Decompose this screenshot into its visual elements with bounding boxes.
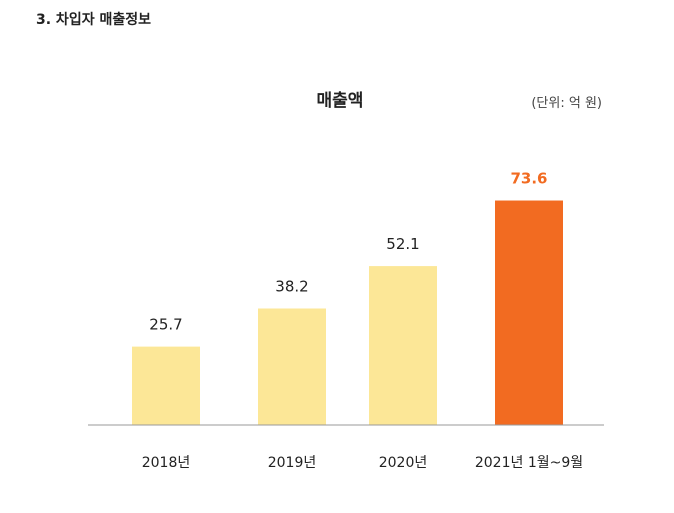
x-tick-label-3: 2021년 1월~9월 [475,455,583,471]
x-tick-label-1: 2019년 [268,455,317,471]
x-tick-label-2: 2020년 [379,455,428,471]
bars-group [132,200,563,425]
bar-0 [132,346,200,425]
section-heading: 3. 차입자 매출정보 [36,12,151,28]
x-tick-labels-group: 2018년 2019년 2020년 2021년 1월~9월 [142,455,583,471]
bar-2 [369,266,437,425]
value-label-2: 52.1 [386,235,419,253]
bar-3 [495,200,563,425]
unit-note: (단위: 억 원) [531,96,602,111]
value-label-1: 38.2 [275,277,308,295]
x-tick-label-0: 2018년 [142,455,191,471]
value-label-0: 25.7 [149,316,182,334]
chart-title: 매출액 [317,91,364,111]
bar-1 [258,308,326,425]
value-labels-group: 25.7 38.2 52.1 73.6 [149,170,547,334]
value-label-3: 73.6 [510,170,547,188]
